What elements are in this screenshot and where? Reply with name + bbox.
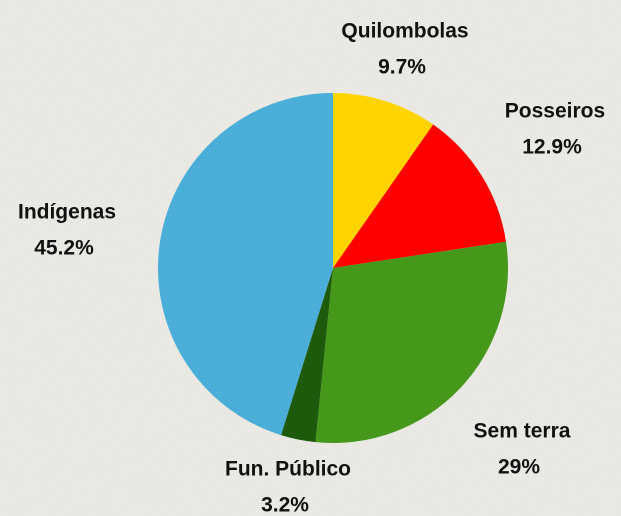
slice-label: Sem terra — [474, 420, 571, 443]
pie-slice — [281, 268, 333, 443]
slice-value-label: 12.9% — [522, 136, 582, 159]
slice-label: Fun. Público — [225, 458, 351, 481]
pie-slice — [315, 241, 508, 443]
slice-label: Quilombolas — [341, 20, 468, 43]
slice-value-label: 3.2% — [261, 494, 309, 516]
slice-value-label: 9.7% — [378, 56, 426, 79]
slice-value-label: 29% — [498, 456, 540, 479]
pie-slice — [158, 93, 333, 436]
slice-value-label: 45.2% — [34, 237, 94, 260]
slice-label: Indígenas — [18, 201, 116, 224]
slice-label: Posseiros — [505, 100, 605, 123]
pie-slice — [333, 93, 434, 268]
pie-slice — [333, 124, 507, 268]
